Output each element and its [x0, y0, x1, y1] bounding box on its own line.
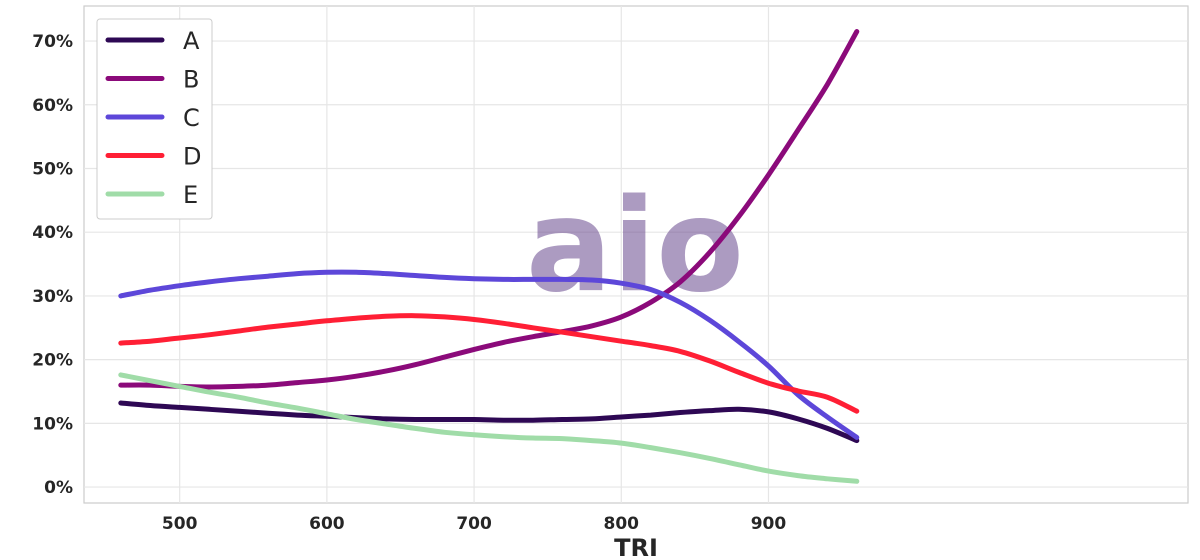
series-lines	[118, 29, 860, 484]
y-tick-label: 60%	[32, 96, 73, 116]
x-tick-label: 900	[751, 514, 787, 534]
y-tick-label: 0%	[44, 478, 73, 498]
y-tick-label: 30%	[32, 287, 73, 307]
legend-label-a: A	[183, 27, 200, 55]
legend-label-e: E	[183, 181, 198, 209]
series-line-c	[118, 269, 860, 440]
y-tick-label: 20%	[32, 351, 73, 371]
series-line-e	[118, 372, 860, 484]
y-tick-labels: 0% 10% 20% 30% 40% 50% 60% 70%	[32, 32, 73, 498]
x-axis-title: TRI	[614, 534, 658, 560]
y-tick-label: 10%	[32, 414, 73, 434]
plot-area	[83, 5, 1189, 504]
x-tick-label: 500	[162, 514, 198, 534]
legend-label-b: B	[183, 66, 199, 94]
y-tick-label: 70%	[32, 32, 73, 52]
legend-label-d: D	[183, 143, 201, 171]
y-tick-label: 50%	[32, 159, 73, 179]
x-tick-label: 700	[456, 514, 492, 534]
series-line-b	[118, 29, 860, 390]
y-tick-label: 40%	[32, 223, 73, 243]
watermark-logo: aio	[526, 172, 744, 321]
x-tick-labels: 500 600 700 800 900	[162, 514, 786, 534]
x-tick-label: 800	[604, 514, 640, 534]
legend-label-c: C	[183, 104, 200, 132]
x-tick-label: 600	[309, 514, 345, 534]
series-line-d	[118, 313, 860, 414]
grid-lines	[84, 6, 1188, 503]
series-line-a	[118, 400, 860, 444]
